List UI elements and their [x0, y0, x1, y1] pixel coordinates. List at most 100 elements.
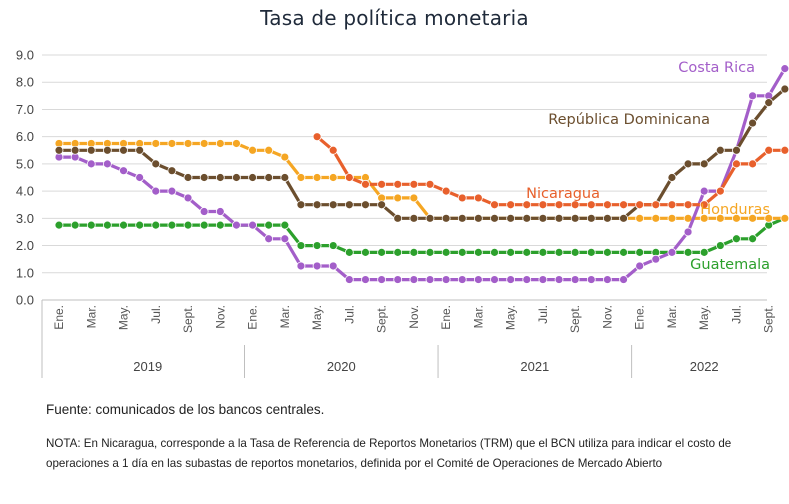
x-tick-label: Sept.: [568, 305, 582, 333]
data-point: [732, 145, 741, 155]
data-point: [135, 173, 145, 182]
data-point: [102, 145, 112, 155]
data-point: [425, 213, 435, 223]
series-honduras: [54, 139, 789, 223]
data-point: [102, 220, 112, 230]
data-point: [570, 275, 580, 284]
data-point: [328, 261, 338, 271]
series-label: Guatemala: [690, 257, 770, 273]
data-point: [586, 275, 596, 284]
data-point: [328, 173, 338, 182]
data-point: [361, 247, 370, 257]
data-point: [506, 275, 516, 284]
x-tick-label: Nov.: [600, 305, 614, 329]
data-point: [70, 220, 80, 230]
data-point: [86, 220, 96, 230]
data-point: [409, 179, 419, 189]
data-point: [780, 84, 789, 94]
data-point: [70, 145, 80, 155]
data-point: [344, 247, 354, 257]
data-point: [699, 159, 709, 169]
data-point: [570, 247, 580, 257]
data-point: [441, 213, 451, 223]
data-point: [748, 91, 757, 101]
data-point: [328, 145, 338, 155]
data-point: [651, 213, 661, 223]
data-point: [490, 200, 499, 210]
data-point: [151, 186, 161, 196]
data-point: [151, 159, 161, 169]
data-point: [151, 220, 161, 230]
y-tick-label: 7.0: [16, 102, 34, 117]
data-point: [377, 179, 387, 189]
x-tick-label: Ene.: [633, 305, 647, 330]
data-point: [425, 275, 435, 284]
data-point: [699, 200, 709, 210]
x-tick-label: Jul.: [729, 305, 743, 324]
data-point: [506, 247, 516, 257]
x-tick-label: May.: [697, 305, 711, 330]
series-nicaragua: [312, 132, 789, 210]
grid: [42, 54, 767, 301]
data-point: [199, 220, 209, 230]
data-point: [603, 275, 612, 284]
data-point: [119, 220, 128, 230]
data-point: [473, 247, 483, 257]
data-point: [473, 193, 483, 203]
y-tick-label: 9.0: [16, 48, 34, 63]
data-point: [409, 247, 419, 257]
chart-title: Tasa de política monetaria: [260, 6, 529, 30]
x-tick-label: May.: [504, 305, 518, 330]
data-point: [441, 186, 451, 196]
data-point: [586, 200, 596, 210]
data-point: [748, 213, 757, 223]
data-point: [603, 247, 612, 257]
data-point: [425, 179, 435, 189]
data-point: [344, 200, 354, 210]
data-point: [409, 193, 419, 203]
data-point: [732, 213, 741, 223]
data-point: [296, 261, 306, 271]
data-point: [667, 247, 677, 257]
x-tick-label: Jul.: [536, 305, 550, 324]
data-point: [393, 213, 403, 223]
data-point: [296, 241, 306, 250]
data-point: [699, 213, 709, 223]
data-point: [586, 213, 596, 223]
data-point: [748, 118, 757, 128]
data-point: [199, 173, 209, 182]
data-point: [522, 247, 532, 257]
data-point: [312, 173, 322, 182]
data-point: [248, 220, 257, 230]
series-label: Costa Rica: [678, 60, 755, 76]
data-point: [393, 247, 403, 257]
data-point: [312, 132, 322, 142]
data-point: [361, 179, 370, 189]
data-point: [296, 200, 306, 210]
data-point: [490, 213, 499, 223]
data-point: [522, 200, 532, 210]
data-point: [248, 173, 257, 182]
data-point: [215, 207, 225, 216]
series-label: Nicaragua: [526, 186, 600, 202]
data-point: [586, 247, 596, 257]
data-point: [361, 200, 370, 210]
data-point: [215, 139, 225, 148]
data-point: [506, 200, 516, 210]
data-point: [232, 139, 241, 148]
data-point: [473, 213, 483, 223]
data-point: [506, 213, 516, 223]
data-point: [377, 200, 387, 210]
data-point: [344, 173, 354, 182]
data-point: [780, 213, 789, 223]
data-point: [183, 220, 193, 230]
data-point: [748, 159, 757, 169]
data-point: [215, 173, 225, 182]
data-point: [780, 64, 789, 74]
data-point: [490, 275, 499, 284]
data-point: [248, 145, 257, 155]
data-point: [748, 234, 757, 244]
x-tick-label: May.: [310, 305, 324, 330]
data-point: [699, 247, 709, 257]
x-axis: Ene. Mar. May. Jul. Sept. Nov. Ene. Mar. May. Jul…: [41, 299, 776, 378]
